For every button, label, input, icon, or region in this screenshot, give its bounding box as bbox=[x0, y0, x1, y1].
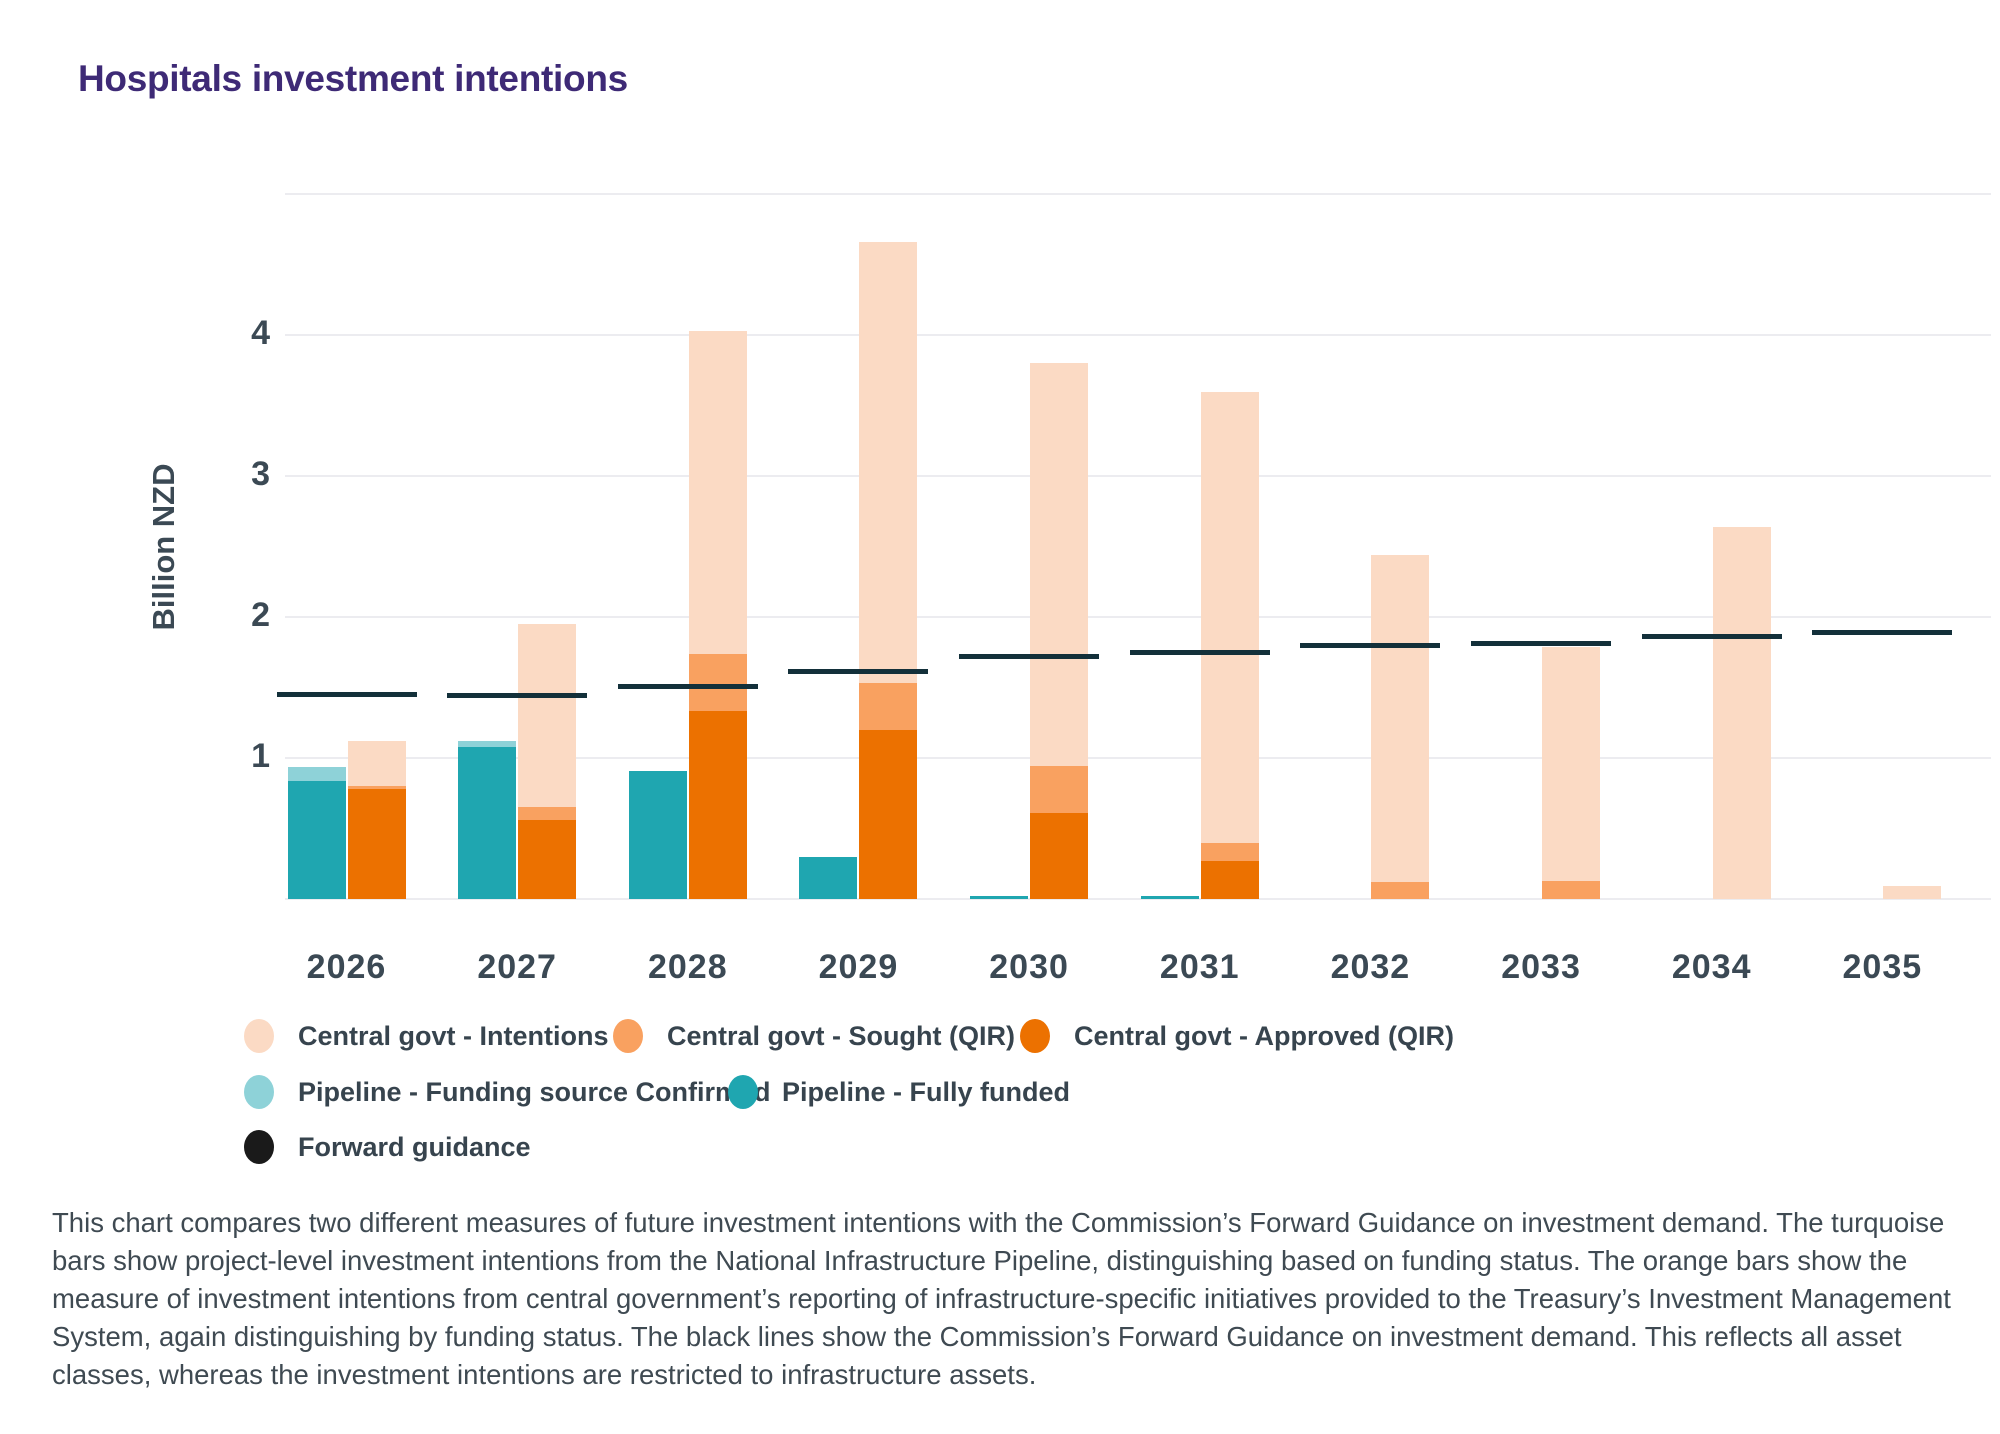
bar-segment-central-2030 bbox=[1030, 766, 1089, 813]
x-tick-label-2035: 2035 bbox=[1842, 948, 1923, 986]
x-tick-label-2029: 2029 bbox=[818, 948, 899, 986]
legend-item-central-govt-approved-qir-: Central govt - Approved (QIR) bbox=[1020, 1018, 1454, 1054]
bar-segment-central-2029 bbox=[859, 730, 918, 899]
bar-segment-central-2028 bbox=[688, 331, 747, 654]
bar-segment-central-2035 bbox=[1883, 886, 1942, 899]
legend-color-dot-icon bbox=[1020, 1019, 1050, 1053]
y-tick-label-1: 1 bbox=[251, 736, 270, 775]
guidance-line-2033 bbox=[1471, 641, 1612, 647]
bar-segment-central-2032 bbox=[1371, 882, 1430, 899]
guidance-line-2035 bbox=[1812, 630, 1953, 635]
bar-segment-central-2029 bbox=[859, 683, 918, 730]
bar-segment-central-2026 bbox=[347, 741, 406, 786]
legend-label: Forward guidance bbox=[298, 1131, 531, 1162]
legend-item-pipeline-funding-source-confirmed: Pipeline - Funding source Confirmed bbox=[244, 1074, 771, 1110]
legend-item-pipeline-fully-funded: Pipeline - Fully funded bbox=[728, 1074, 1070, 1110]
bar-segment-central-2027 bbox=[518, 624, 577, 807]
guidance-line-2028 bbox=[617, 683, 758, 689]
bar-segment-central-2028 bbox=[688, 653, 747, 711]
bar-segment-central-2031 bbox=[1200, 861, 1259, 899]
y-tick-label-3: 3 bbox=[251, 454, 270, 493]
guidance-line-2031 bbox=[1129, 649, 1270, 655]
legend-color-dot-icon bbox=[244, 1130, 274, 1164]
bar-segment-central-2029 bbox=[859, 242, 918, 683]
bar-segment-central-2033 bbox=[1542, 647, 1601, 881]
legend-item-central-govt-intentions: Central govt - Intentions bbox=[244, 1018, 609, 1054]
x-tick-label-2026: 2026 bbox=[306, 948, 387, 986]
legend-label: Central govt - Intentions bbox=[298, 1020, 609, 1051]
bar-segment-pipeline-2027 bbox=[458, 747, 517, 899]
caption: This chart compares two different measur… bbox=[52, 1207, 1951, 1390]
x-axis-baseline bbox=[285, 898, 1991, 900]
x-tick-label-2032: 2032 bbox=[1330, 948, 1411, 986]
gridline-3 bbox=[285, 475, 1991, 477]
bar-segment-central-2034 bbox=[1712, 527, 1771, 899]
guidance-line-2029 bbox=[788, 669, 929, 675]
bar-segment-pipeline-2026 bbox=[287, 767, 346, 781]
bar-segment-pipeline-2030 bbox=[970, 896, 1029, 899]
x-tick-label-2031: 2031 bbox=[1159, 948, 1240, 986]
legend-color-dot-icon bbox=[613, 1019, 643, 1053]
bar-segment-pipeline-2029 bbox=[799, 857, 858, 899]
chart-title: Hospitals investment intentions bbox=[78, 58, 628, 99]
legend-label: Central govt - Sought (QIR) bbox=[667, 1020, 1015, 1051]
guidance-line-2027 bbox=[447, 693, 588, 699]
gridline-1 bbox=[285, 757, 1991, 759]
bar-segment-central-2031 bbox=[1200, 392, 1259, 843]
legend-color-dot-icon bbox=[244, 1075, 274, 1109]
bar-segment-pipeline-2027 bbox=[458, 741, 517, 747]
x-tick-label-2028: 2028 bbox=[647, 948, 728, 986]
guidance-line-2032 bbox=[1300, 642, 1441, 648]
legend-label: Pipeline - Fully funded bbox=[782, 1076, 1071, 1107]
guidance-line-2026 bbox=[276, 692, 417, 698]
legend-color-dot-icon bbox=[728, 1075, 758, 1109]
bar-segment-pipeline-2028 bbox=[628, 771, 687, 899]
y-tick-label-4: 4 bbox=[251, 313, 270, 352]
bar-segment-central-2032 bbox=[1371, 555, 1430, 882]
y-axis-label: Billion NZD bbox=[146, 463, 181, 631]
legend-item-central-govt-sought-qir-: Central govt - Sought (QIR) bbox=[613, 1018, 1015, 1054]
legend-label: Pipeline - Funding source Confirmed bbox=[298, 1076, 771, 1107]
legend-label: Central govt - Approved (QIR) bbox=[1074, 1020, 1455, 1051]
legend-item-forward-guidance: Forward guidance bbox=[244, 1129, 531, 1165]
bar-segment-central-2027 bbox=[518, 807, 577, 820]
y-tick-label-2: 2 bbox=[251, 595, 270, 634]
guidance-line-2034 bbox=[1641, 634, 1782, 640]
x-tick-label-2030: 2030 bbox=[989, 948, 1069, 986]
x-tick-label-2027: 2027 bbox=[477, 948, 557, 986]
bar-segment-central-2030 bbox=[1030, 813, 1089, 899]
bar-segment-central-2031 bbox=[1200, 843, 1259, 861]
bar-segment-central-2026 bbox=[347, 789, 406, 899]
gridline-4 bbox=[285, 334, 1991, 336]
bar-segment-pipeline-2031 bbox=[1140, 896, 1199, 899]
bar-segment-central-2028 bbox=[688, 711, 747, 899]
bar-segment-central-2026 bbox=[347, 786, 406, 789]
gridline-2 bbox=[285, 616, 1991, 618]
gridline-5 bbox=[285, 193, 1991, 195]
guidance-line-2030 bbox=[959, 653, 1100, 659]
plot-area bbox=[276, 193, 1991, 900]
bar-segment-pipeline-2026 bbox=[287, 781, 346, 899]
x-tick-label-2034: 2034 bbox=[1671, 948, 1752, 986]
bar-segment-central-2027 bbox=[518, 820, 577, 899]
bar-segment-central-2030 bbox=[1030, 363, 1089, 766]
x-tick-label-2033: 2033 bbox=[1501, 948, 1581, 986]
legend-color-dot-icon bbox=[244, 1019, 274, 1053]
bar-segment-central-2033 bbox=[1542, 881, 1601, 899]
